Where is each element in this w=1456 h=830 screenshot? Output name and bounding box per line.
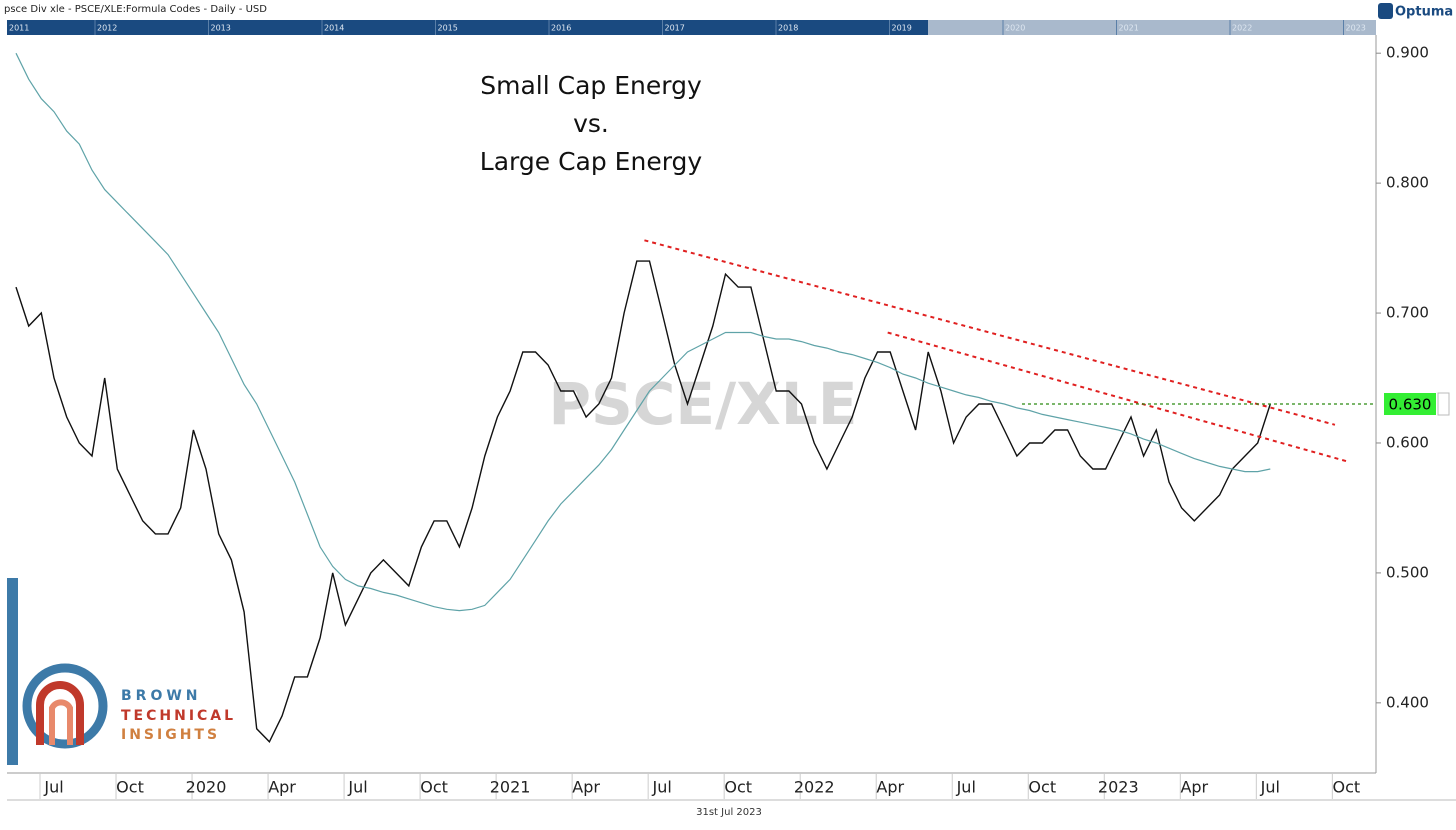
navigator-year: 2018 — [778, 24, 798, 33]
logo-bar — [7, 578, 18, 765]
x-tick-label: Oct — [420, 778, 448, 797]
logo-text: BROWN — [121, 688, 202, 704]
navigator-year: 2019 — [892, 24, 912, 33]
x-tick-label: Jul — [956, 778, 976, 797]
level-label-box — [1384, 393, 1436, 415]
x-tick-label: Jul — [43, 778, 63, 797]
date: 31st Jul 2023 — [696, 807, 762, 818]
y-tick-label: 0.600 — [1386, 433, 1429, 451]
x-tick-label: Apr — [572, 778, 600, 797]
x-tick-label: 2020 — [186, 778, 227, 797]
header-title: psce Div xle - PSCE/XLE:Formula Codes - … — [4, 4, 267, 15]
y-tick-label: 0.700 — [1386, 304, 1429, 322]
series-line — [15, 52, 1271, 612]
logo-arch — [36, 681, 84, 745]
x-tick-label: 2021 — [490, 778, 531, 797]
brand-icon — [1378, 3, 1393, 19]
navigator-year: 2022 — [1232, 24, 1252, 33]
navigator-year: 2020 — [1005, 24, 1025, 33]
navigator-year: 2017 — [665, 24, 685, 33]
level-handle — [1437, 392, 1450, 416]
series-line — [15, 260, 1271, 743]
x-tick-label: Apr — [876, 778, 904, 797]
x-tick-label: Oct — [1333, 778, 1361, 797]
x-tick-label: Oct — [1028, 778, 1056, 797]
navigator-year: 2023 — [1346, 24, 1366, 33]
chart-title: Small Cap Energy — [480, 71, 702, 100]
navigator-year: 2015 — [438, 24, 458, 33]
x-tick-label: Jul — [652, 778, 672, 797]
y-tick-label: 0.800 — [1386, 174, 1429, 192]
x-tick-label: Jul — [1260, 778, 1280, 797]
chart-title: Large Cap Energy — [480, 147, 703, 176]
navigator-window — [928, 20, 1376, 35]
navigator-year: 2013 — [211, 24, 231, 33]
y-tick-label: 0.900 — [1386, 44, 1429, 62]
x-tick-label: Apr — [1180, 778, 1208, 797]
navigator-year: 2014 — [324, 24, 344, 33]
watermark: PSCE/XLE — [549, 370, 858, 438]
x-tick-label: Oct — [724, 778, 752, 797]
logo-ring — [22, 663, 108, 749]
x-tick-label: Oct — [116, 778, 144, 797]
y-tick-label: 0.500 — [1386, 563, 1429, 581]
navigator-year: 2021 — [1119, 24, 1139, 33]
logo-text: TECHNICAL — [121, 708, 236, 724]
chart-title: vs. — [573, 109, 609, 138]
x-tick-label: Jul — [347, 778, 367, 797]
x-tick-label: Apr — [268, 778, 296, 797]
brand: Optuma — [1395, 5, 1453, 20]
y-tick-label: 0.400 — [1386, 693, 1429, 711]
x-tick-label: 2023 — [1098, 778, 1139, 797]
navigator-year: 2012 — [97, 24, 117, 33]
logo-text: INSIGHTS — [121, 727, 220, 743]
logo-arch-inner — [49, 699, 73, 745]
navigator-year: 2011 — [9, 24, 29, 33]
trendline — [644, 239, 1336, 426]
level-label: 0.630 — [1389, 396, 1432, 414]
navigator-year: 2016 — [551, 24, 571, 33]
x-tick-label: 2022 — [794, 778, 835, 797]
